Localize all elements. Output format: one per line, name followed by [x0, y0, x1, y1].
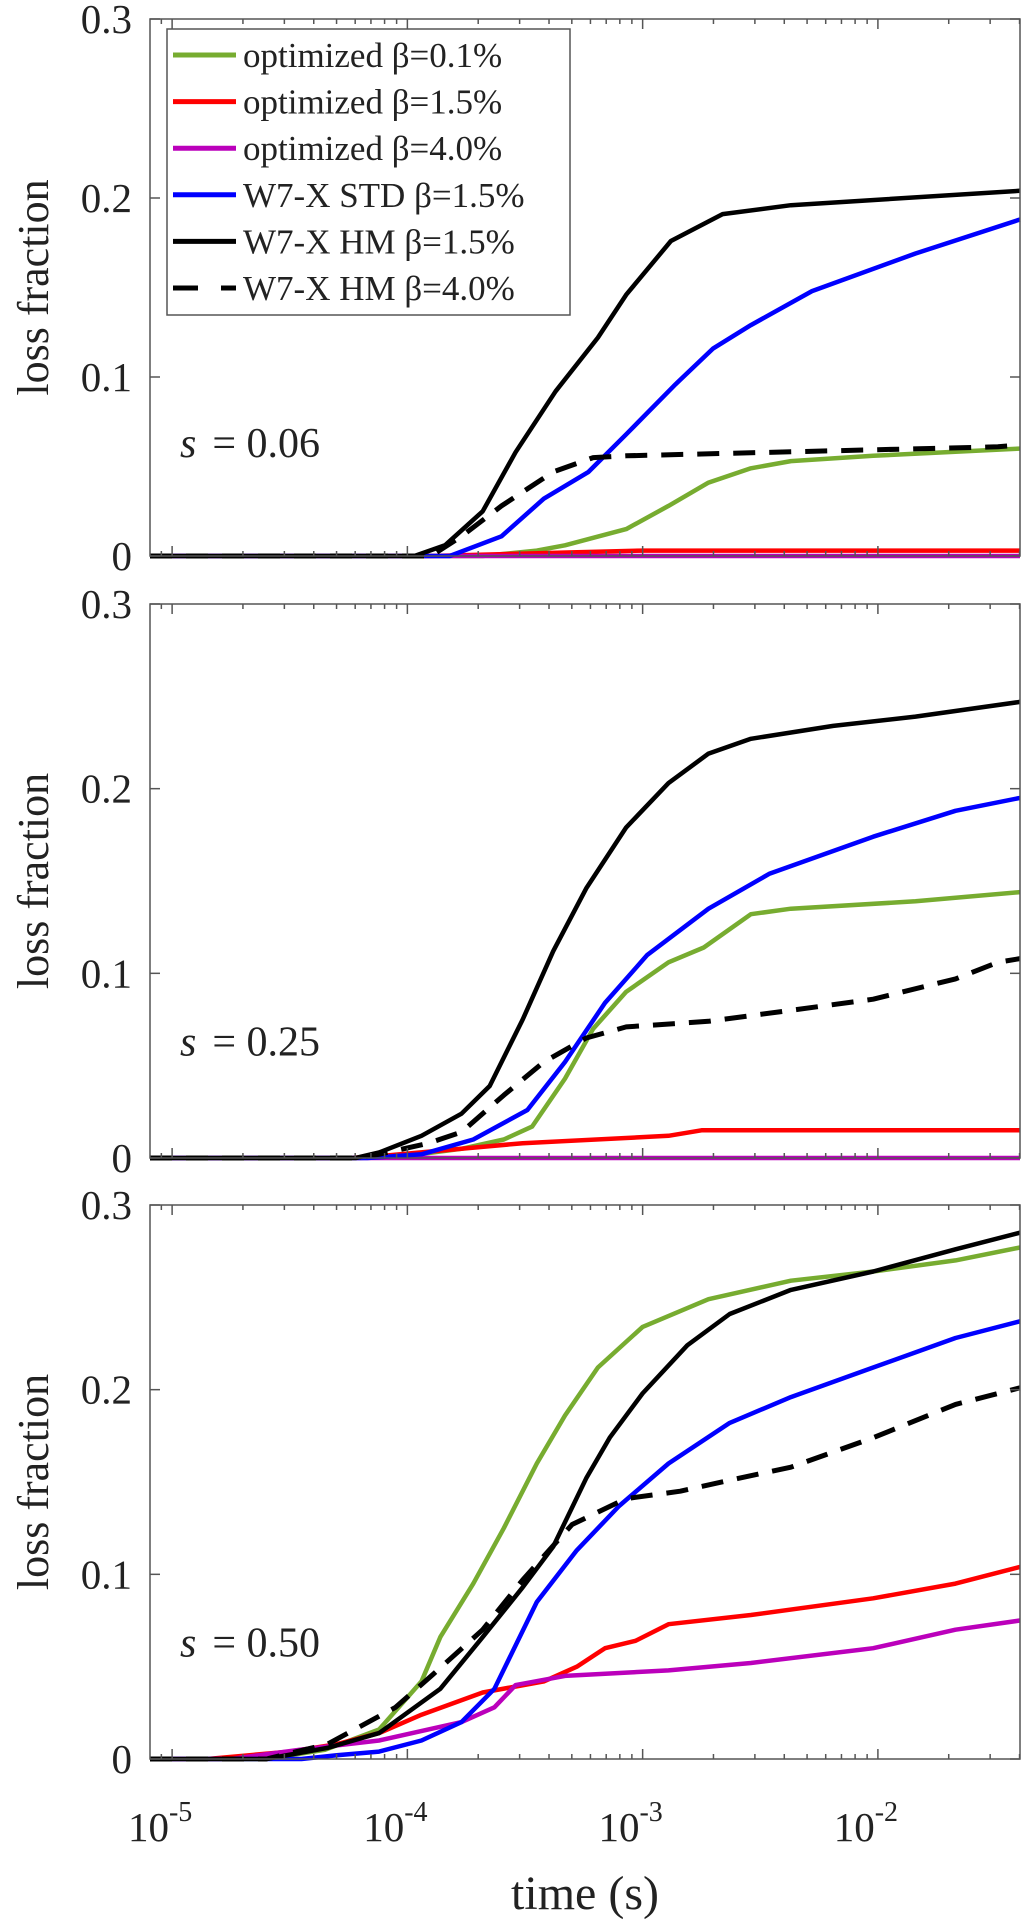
y-tick-label: 0.2 — [81, 175, 132, 221]
legend-label: optimized β=1.5% — [243, 83, 502, 122]
x-ticks — [160, 19, 1021, 556]
x-tick-exponent: -3 — [639, 1797, 662, 1828]
series-group — [150, 1230, 1021, 1762]
y-axis-label: loss fraction — [9, 773, 58, 989]
y-tick-label: 0.2 — [81, 766, 132, 812]
x-tick-base: 10 — [363, 1804, 404, 1850]
s-annotation: s = 0.25 — [180, 1020, 320, 1066]
s-value: = 0.25 — [212, 1020, 320, 1066]
axes-box — [149, 18, 1021, 557]
x-tick-label: 10-4 — [363, 1797, 427, 1850]
y-axis: 0 0.1 0.2 0.3 — [81, 581, 1020, 1181]
series-line — [150, 188, 1021, 559]
series-line — [150, 699, 1021, 1161]
s-variable: s — [180, 1020, 196, 1066]
x-ticks — [160, 1205, 1021, 1759]
x-tick-base: 10 — [834, 1804, 875, 1850]
series-line — [150, 956, 1021, 1161]
legend: optimized β=0.1% optimized β=1.5% optimize… — [166, 28, 571, 316]
y-tick-label: 0.1 — [81, 354, 132, 400]
legend-label: optimized β=4.0% — [243, 129, 502, 168]
y-tick-label: 0.3 — [81, 1182, 132, 1228]
y-tick-label: 0.3 — [81, 0, 132, 42]
y-tick-label: 0.2 — [81, 1367, 132, 1413]
x-axis-label: time (s) — [511, 1867, 659, 1920]
y-tick-label: 0.1 — [81, 1551, 132, 1597]
series-line — [150, 1319, 1021, 1762]
x-tick-exponent: -5 — [169, 1797, 192, 1828]
y-axis: 0 0.1 0.2 0.3 — [81, 1182, 1020, 1782]
series-line — [150, 1230, 1021, 1762]
series-line — [150, 442, 1021, 559]
s-variable: s — [180, 421, 196, 467]
series-group — [150, 699, 1021, 1161]
legend-box — [166, 28, 571, 316]
series-line — [150, 217, 1021, 559]
y-axis-label: loss fraction — [9, 179, 58, 395]
y-tick-label: 0 — [112, 1736, 133, 1782]
legend-label: optimized β=0.1% — [243, 36, 502, 75]
series-line — [150, 1385, 1021, 1762]
y-axis-label: loss fraction — [9, 1374, 58, 1590]
x-tick-label: 10-5 — [128, 1797, 192, 1850]
s-annotation: s = 0.50 — [180, 1621, 320, 1667]
y-tick-label: 0 — [112, 533, 133, 579]
series-line — [150, 1128, 1020, 1161]
s-value: = 0.06 — [212, 421, 320, 467]
axes-box — [149, 603, 1021, 1159]
s-annotation: s = 0.06 — [180, 421, 320, 467]
s-value: = 0.50 — [212, 1621, 320, 1667]
x-tick-label: 10-2 — [834, 1797, 898, 1850]
legend-label: W7-X HM β=1.5% — [243, 222, 515, 261]
series-line — [150, 1245, 1021, 1762]
panel-1: 0 0.1 0.2 0.3 loss fraction s = 0.06 optimized … — [9, 0, 1021, 579]
y-axis: 0 0.1 0.2 0.3 — [81, 0, 1020, 579]
x-tick-label: 10-3 — [598, 1797, 662, 1850]
x-tick-exponent: -4 — [404, 1797, 427, 1828]
y-tick-label: 0.1 — [81, 950, 132, 996]
s-variable: s — [180, 1621, 196, 1667]
x-tick-exponent: -2 — [875, 1797, 898, 1828]
legend-label: W7-X STD β=1.5% — [243, 176, 525, 215]
series-line — [150, 795, 1021, 1161]
panel-2: 0 0.1 0.2 0.3 loss fraction s = 0.25 — [9, 581, 1021, 1181]
x-tick-base: 10 — [128, 1804, 169, 1850]
x-tick-base: 10 — [598, 1804, 639, 1850]
legend-label: W7-X HM β=4.0% — [243, 269, 515, 308]
axes-box — [149, 1204, 1021, 1760]
y-tick-label: 0 — [112, 1135, 133, 1181]
y-tick-label: 0.3 — [81, 581, 132, 627]
x-ticks — [160, 604, 1021, 1158]
